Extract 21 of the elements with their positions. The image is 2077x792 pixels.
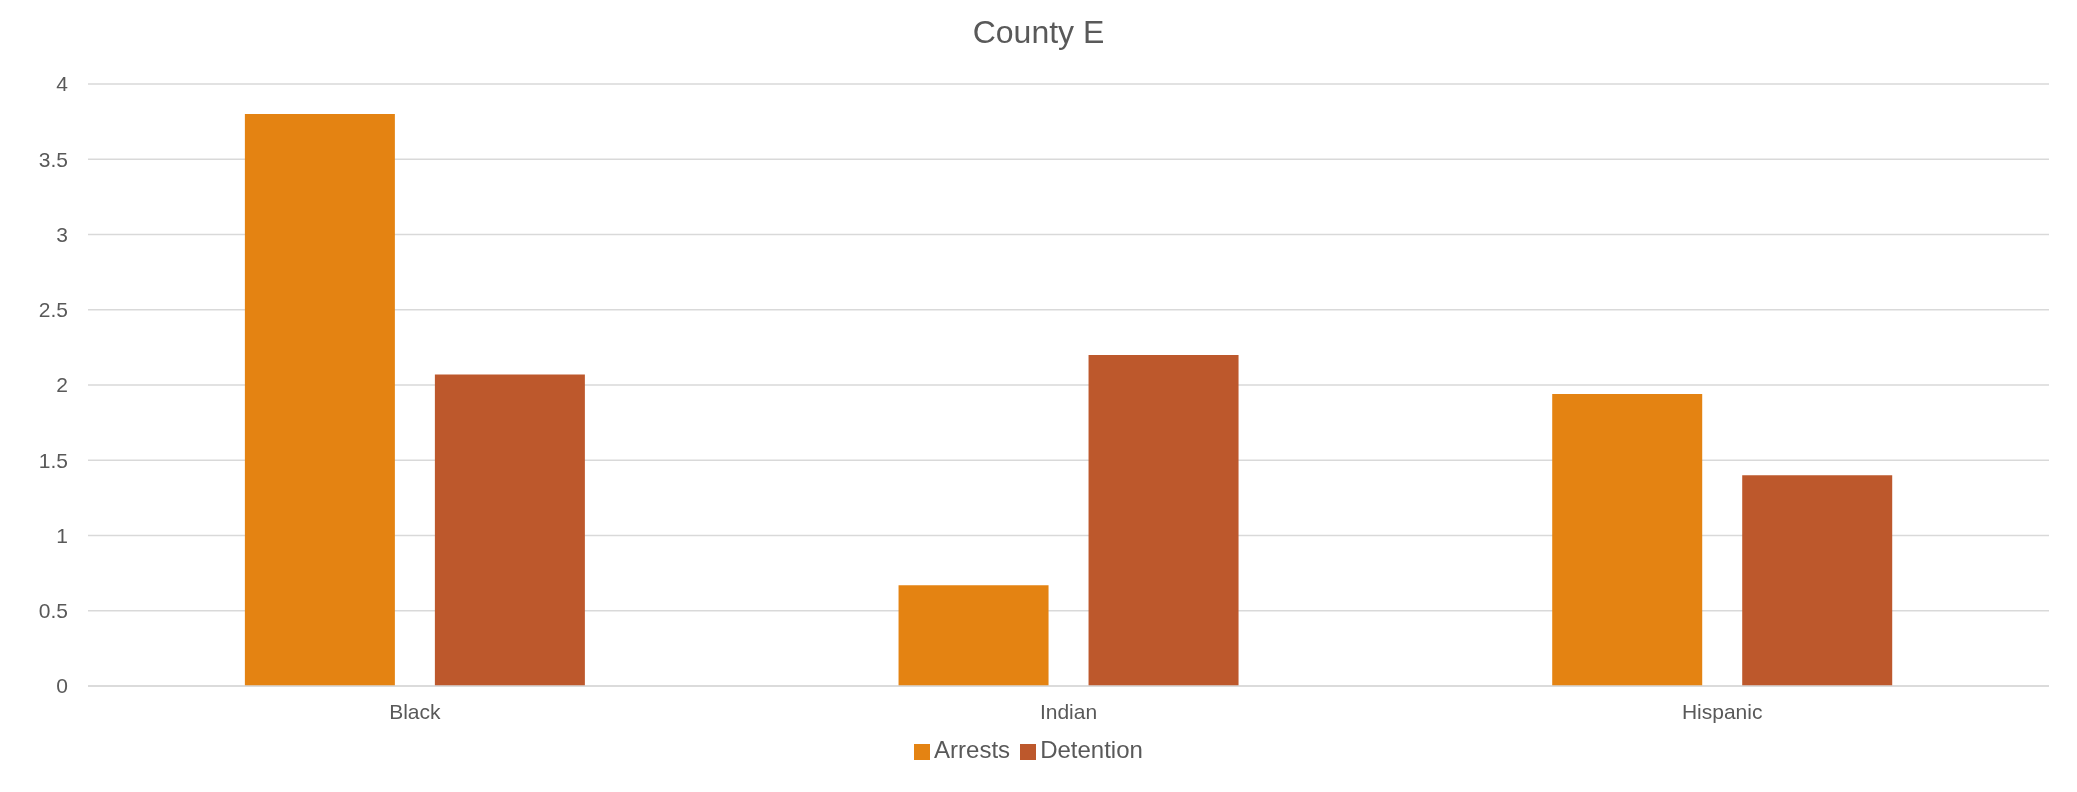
y-tick-label: 0.5 (38, 599, 68, 623)
bar (434, 374, 585, 686)
y-tick-label: 1 (56, 523, 68, 547)
chart-title: County E (971, 13, 1106, 52)
y-tick-label: 1.5 (38, 448, 68, 472)
y-tick-label: 3.5 (38, 147, 68, 171)
y-tick-label: 0 (56, 674, 68, 698)
bar (244, 114, 395, 686)
legend-label: Detention (1040, 736, 1143, 763)
x-tick-label: Hispanic (1681, 699, 1763, 723)
y-tick-label: 3 (56, 222, 68, 246)
x-tick-label: Black (389, 699, 442, 723)
legend-label: Arrests (934, 736, 1011, 763)
y-tick-label: 2.5 (38, 298, 68, 322)
bar (1552, 394, 1703, 686)
y-tick-label: 4 (56, 72, 69, 96)
bar (1088, 354, 1239, 686)
bar (1742, 475, 1893, 686)
y-tick-label: 2 (56, 373, 68, 397)
bar (898, 585, 1049, 686)
x-tick-label: Indian (1039, 699, 1098, 723)
